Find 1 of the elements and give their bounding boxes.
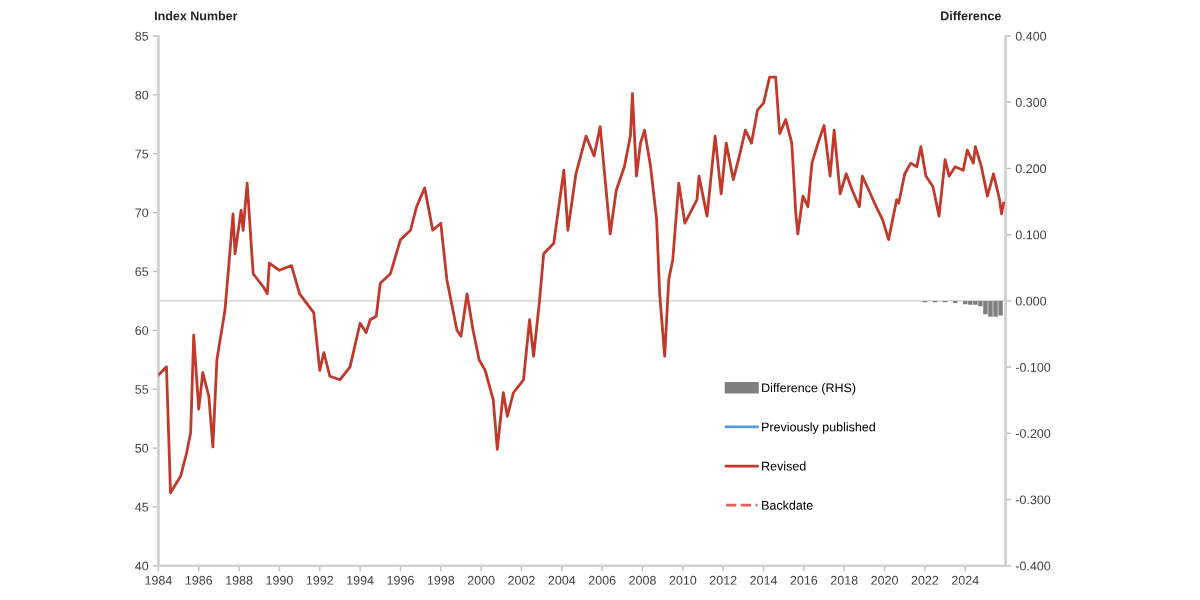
- line-series: [158, 75, 1005, 495]
